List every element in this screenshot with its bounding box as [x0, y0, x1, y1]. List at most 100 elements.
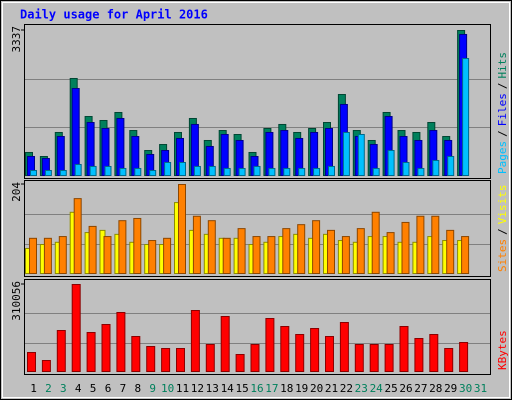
bar — [222, 237, 231, 275]
bar — [44, 170, 52, 177]
bar — [462, 58, 470, 176]
x-tick-label: 8 — [134, 382, 141, 395]
x-tick-label: 20 — [310, 382, 323, 395]
x-tick-label: 14 — [221, 382, 235, 395]
bar — [325, 336, 334, 372]
bar — [89, 165, 97, 176]
x-tick-label: 1 — [30, 382, 37, 395]
bar — [342, 131, 350, 176]
bar — [27, 351, 36, 373]
bar — [267, 236, 276, 274]
bar — [253, 165, 261, 176]
x-tick-label: 9 — [149, 382, 156, 395]
bar — [295, 334, 305, 373]
bar — [414, 338, 424, 373]
bar — [71, 284, 81, 372]
bar — [328, 165, 335, 176]
bar — [56, 330, 66, 373]
bar — [416, 215, 425, 275]
bar — [190, 310, 200, 372]
bar — [386, 232, 395, 275]
x-tick-label: 15 — [235, 382, 248, 395]
bar — [387, 150, 395, 176]
bar — [161, 348, 171, 373]
bar — [148, 240, 157, 275]
bar — [103, 236, 112, 274]
bar — [384, 344, 394, 373]
bar — [372, 167, 380, 177]
x-tick-label: 30 — [459, 382, 472, 395]
bar — [104, 165, 112, 176]
chart-title: Daily usage for April 2016 — [20, 8, 208, 22]
bar — [431, 215, 440, 275]
x-tick-label: 25 — [384, 382, 397, 395]
x-tick-label: 7 — [120, 382, 127, 395]
bar — [43, 237, 52, 275]
y-tick-label: 204 — [10, 182, 23, 202]
bar — [327, 229, 335, 274]
bar — [235, 354, 245, 372]
x-tick-label: 29 — [444, 382, 457, 395]
bar — [459, 342, 469, 372]
legend: Pages / Files / Hits — [496, 52, 509, 174]
bar — [357, 133, 365, 176]
bar — [237, 228, 246, 274]
x-tick-label: 6 — [105, 382, 112, 395]
bar — [252, 236, 261, 274]
bar — [86, 332, 96, 372]
x-tick-label: 22 — [340, 382, 353, 395]
x-tick-label: 19 — [295, 382, 308, 395]
bar — [30, 170, 37, 177]
bar — [71, 88, 80, 176]
bar — [179, 161, 186, 177]
x-tick-label: 28 — [429, 382, 442, 395]
x-tick-label: 5 — [90, 382, 97, 395]
bar — [220, 316, 230, 373]
x-tick-label: 31 — [474, 382, 487, 395]
bar — [298, 167, 306, 177]
bar — [101, 324, 111, 373]
legend-entry: KBytes — [496, 330, 509, 370]
bar — [444, 348, 454, 373]
bar — [205, 344, 215, 373]
x-tick-label: 13 — [206, 382, 219, 395]
legend-entry: Sites — [496, 239, 509, 272]
legend: KBytes — [496, 330, 509, 370]
legend-entry: Visits — [496, 185, 509, 225]
bar — [268, 167, 276, 177]
bar — [119, 167, 127, 177]
bar — [58, 236, 67, 274]
bar — [417, 167, 425, 177]
bar — [118, 220, 127, 274]
bar — [193, 165, 201, 176]
x-tick-label: 27 — [414, 382, 427, 395]
bar — [178, 184, 186, 274]
bar — [74, 164, 82, 177]
legend-entry: Hits — [496, 52, 509, 79]
x-tick-label: 26 — [399, 382, 412, 395]
bar — [265, 318, 275, 372]
bar — [447, 156, 455, 177]
x-tick-label: 24 — [370, 382, 384, 395]
legend-entry: Pages — [496, 141, 509, 174]
bar — [297, 224, 306, 275]
bar — [208, 165, 216, 176]
bar — [280, 326, 290, 372]
x-tick-label: 21 — [325, 382, 338, 395]
bar — [134, 167, 142, 177]
bar — [238, 167, 246, 177]
bar — [402, 161, 410, 177]
bar — [223, 167, 231, 177]
bar — [192, 215, 201, 275]
bar — [341, 236, 350, 274]
legend-separator: / — [496, 83, 509, 90]
legend-entry: Files — [496, 93, 509, 126]
x-tick-label: 4 — [75, 382, 82, 395]
bar — [41, 360, 51, 372]
x-tick-label: 10 — [161, 382, 174, 395]
legend-separator: / — [496, 130, 509, 137]
x-tick-label: 11 — [176, 382, 189, 395]
bar — [401, 221, 410, 274]
bar — [371, 211, 380, 274]
